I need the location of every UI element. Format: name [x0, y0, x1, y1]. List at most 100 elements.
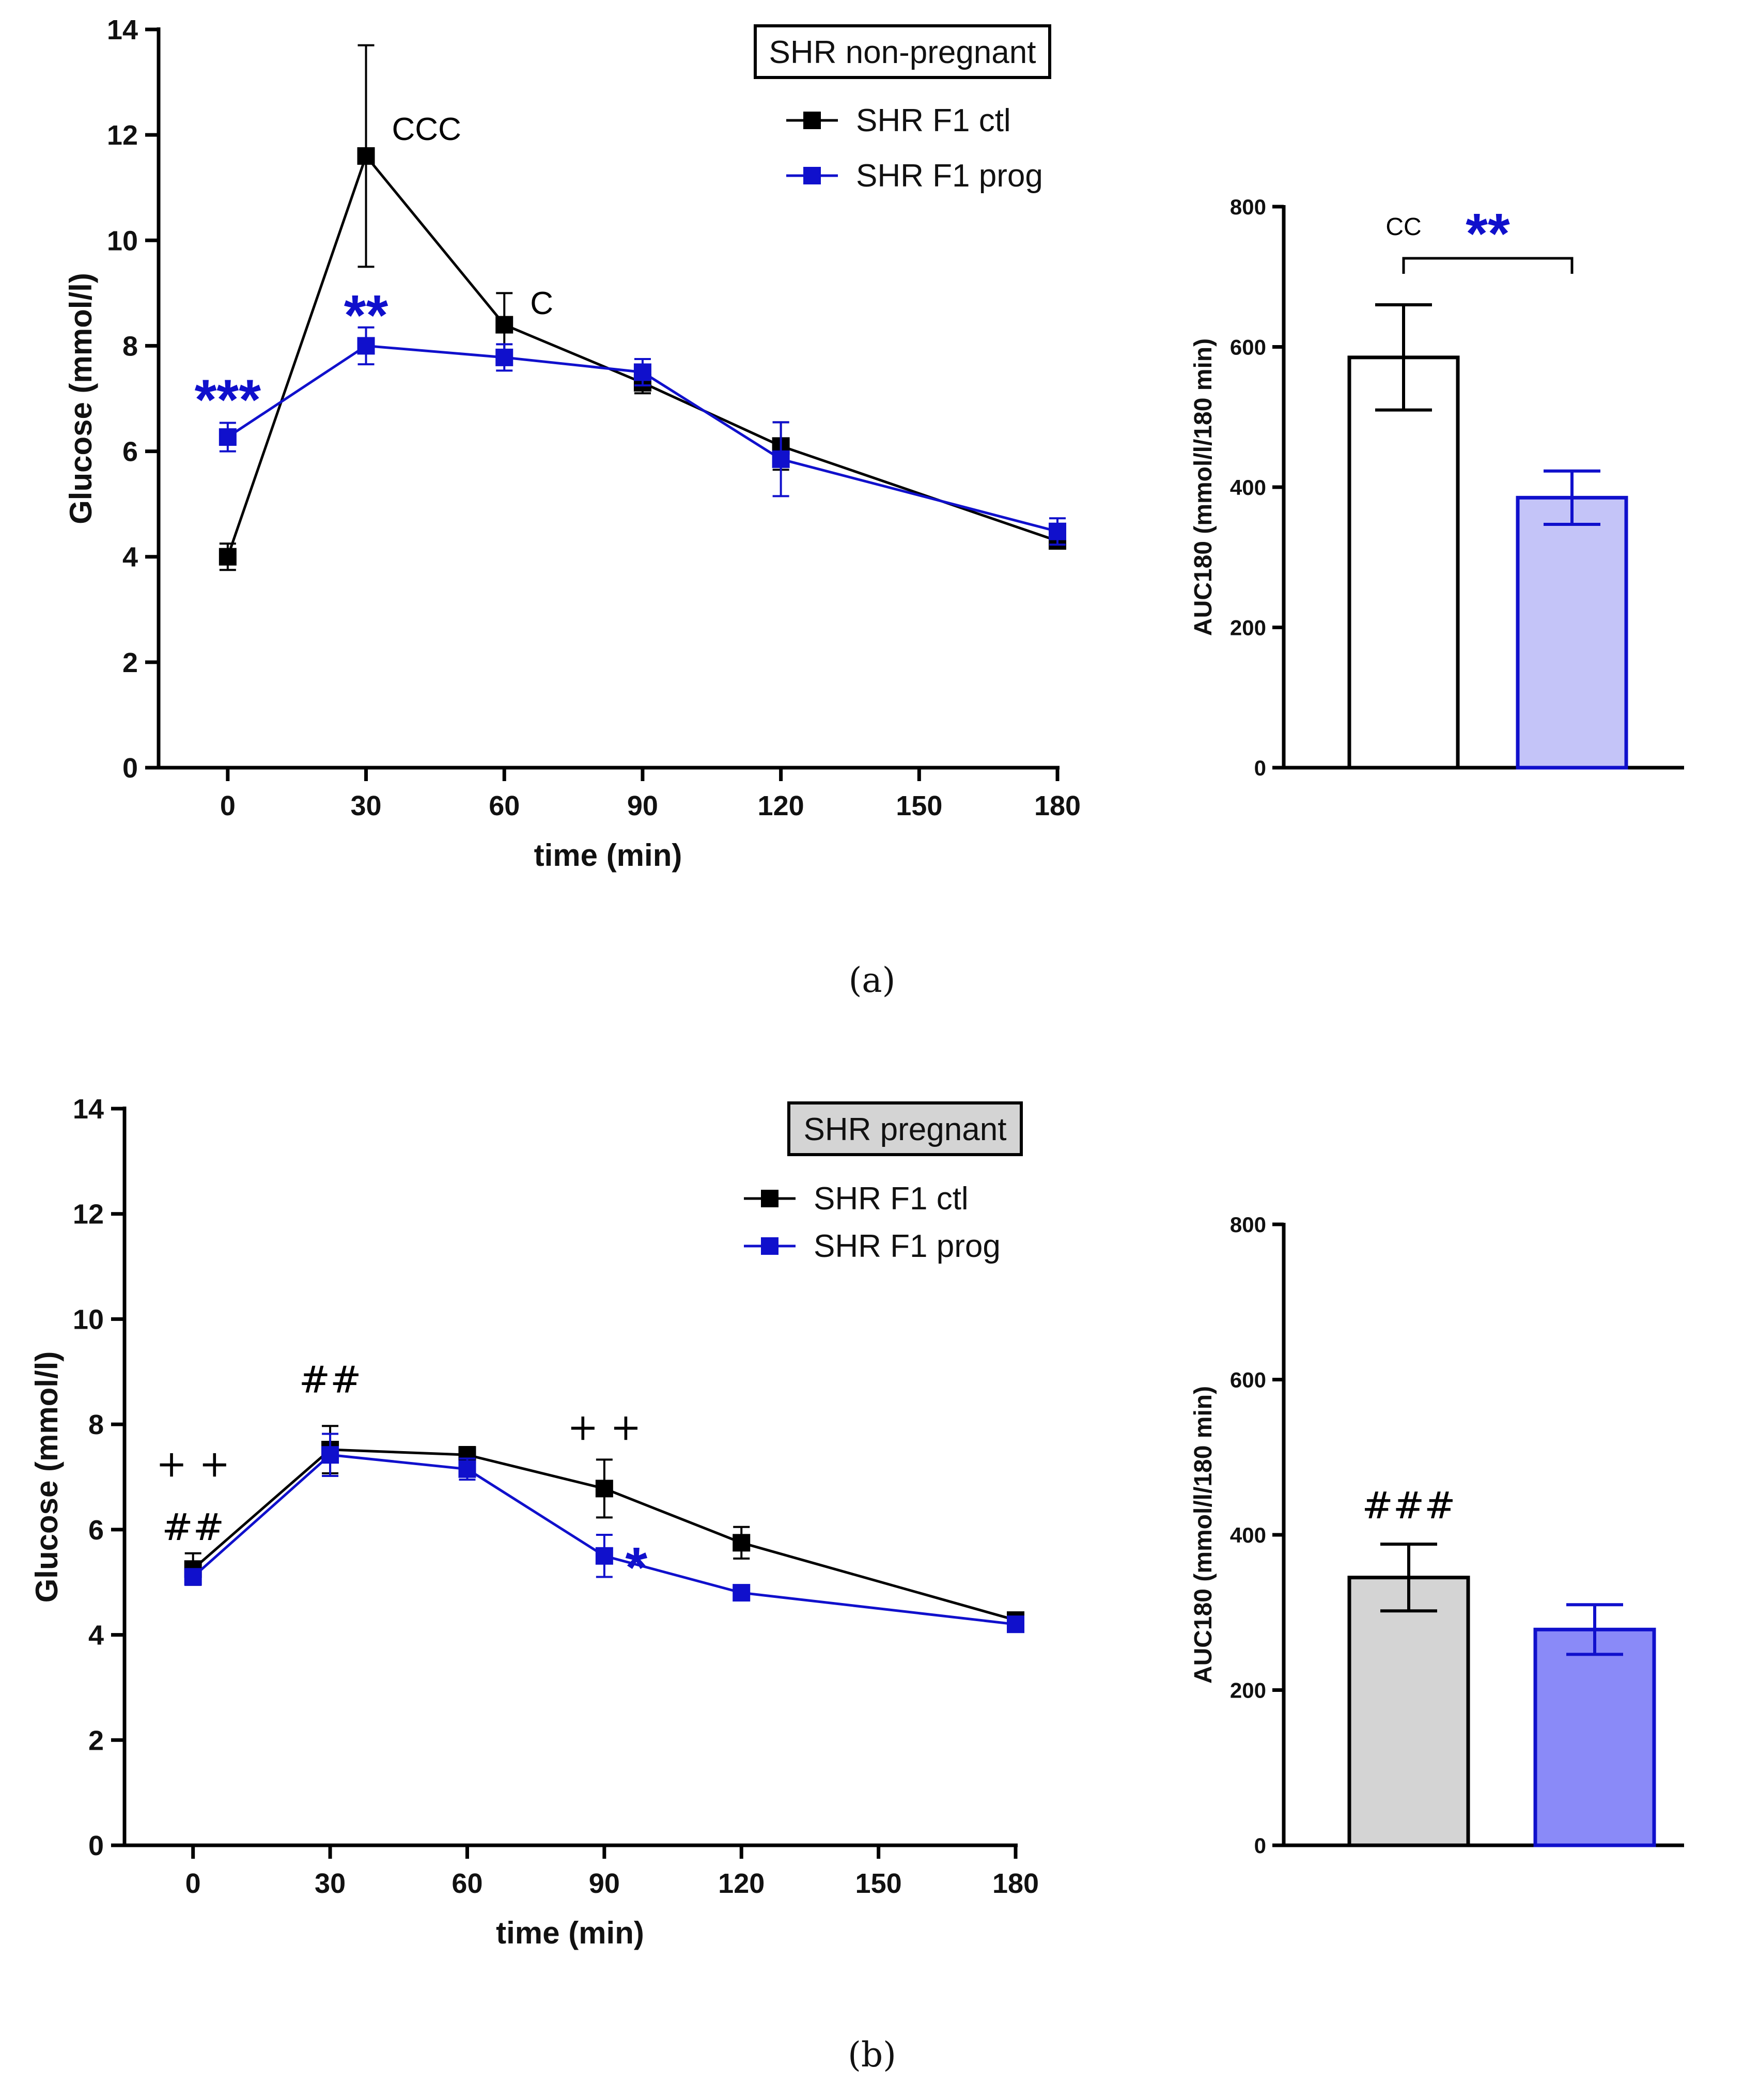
data-point-prog [772, 450, 790, 468]
data-point-prog [595, 1547, 613, 1565]
data-point-prog [184, 1568, 202, 1586]
x-tick-label: 0 [220, 790, 236, 821]
y-tick-label: 6 [122, 437, 138, 468]
bar-prog [1516, 495, 1628, 770]
y-tick-label: 400 [1230, 1523, 1266, 1547]
annotation-label: ## [299, 1358, 362, 1402]
y-axis-title: Glucose (mmol/l) [64, 273, 98, 524]
chart-title: SHR non-pregnant [769, 35, 1036, 70]
y-tick-label: 10 [107, 225, 138, 256]
x-tick-label: 90 [627, 790, 658, 821]
annotation-label: + + [567, 1405, 642, 1449]
x-tick-label: 0 [185, 1868, 201, 1899]
legend-label-ctl: SHR F1 ctl [814, 1181, 969, 1217]
y-tick-label: 10 [73, 1304, 104, 1335]
y-axis-title: Glucose (mmol/l) [29, 1351, 64, 1603]
y-axis-title: AUC180 (mmol/l/180 min) [1190, 1386, 1217, 1684]
data-point-ctl [495, 316, 513, 334]
data-point-prog [357, 337, 375, 355]
annotation-label: ### [1362, 1484, 1456, 1527]
data-point-prog [633, 363, 651, 381]
data-point-prog [458, 1460, 476, 1478]
y-tick-label: 14 [73, 1094, 104, 1125]
data-point-prog [495, 348, 513, 366]
panel-a-line-chart: 0 2 4 6 8 10 12 14 0 30 60 90 120 150 180 time (min) Glu… [64, 14, 1081, 873]
annotation-label: ## [162, 1505, 224, 1549]
legend-marker-prog [803, 167, 821, 184]
y-tick-label: 200 [1230, 616, 1266, 640]
y-tick-label: 12 [107, 120, 138, 151]
y-tick-label: 800 [1230, 195, 1266, 219]
y-tick-label: 6 [88, 1515, 104, 1546]
chart-title: SHR pregnant [804, 1112, 1007, 1147]
panel-label-b: (b) [848, 2035, 896, 2075]
panel-b-line-chart: 0 2 4 6 8 10 12 14 0 30 60 90 120 150 180 time (min) Glu… [29, 1094, 1039, 1950]
x-axis-title: time (min) [534, 838, 682, 873]
annotation-label: C [530, 286, 553, 321]
y-tick-label: 0 [1254, 1833, 1266, 1858]
y-tick-label: 14 [107, 14, 138, 45]
data-point-ctl [595, 1480, 613, 1498]
panel-b-bar-chart: 0 200 400 600 800 AUC180 (mmol/l/180 min) ### [1190, 1212, 1684, 1858]
data-point-ctl [219, 548, 237, 566]
x-tick-label: 180 [1034, 790, 1081, 821]
y-axis-title: AUC180 (mmol/l/180 min) [1190, 338, 1217, 636]
legend-marker-ctl [761, 1190, 778, 1207]
x-tick-label: 30 [315, 1868, 346, 1899]
series-line-ctl [192, 1448, 1016, 1622]
legend-marker-ctl [803, 112, 821, 129]
x-axis-title: time (min) [496, 1916, 644, 1950]
y-tick-label: 0 [1254, 756, 1266, 780]
panel-a-bar-chart: 0 200 400 600 800 AUC180 (mmol/l/180 min) CC ** [1190, 195, 1684, 780]
y-tick-label: 800 [1230, 1212, 1266, 1237]
bar-prog [1533, 1627, 1656, 1847]
data-point-prog [1007, 1615, 1024, 1634]
y-tick-label: 4 [88, 1620, 104, 1651]
annotation-label: + + [156, 1442, 230, 1486]
y-tick-label: 8 [88, 1409, 104, 1440]
legend-label-ctl: SHR F1 ctl [856, 103, 1011, 138]
x-tick-label: 30 [350, 790, 381, 821]
y-tick-label: 0 [88, 1830, 104, 1861]
y-tick-label: 2 [88, 1725, 104, 1756]
x-tick-label: 120 [718, 1868, 765, 1899]
data-point-prog [733, 1584, 751, 1602]
x-tick-label: 90 [589, 1868, 620, 1899]
annotation-label: *** [195, 368, 261, 432]
legend-label-prog: SHR F1 prog [856, 158, 1043, 194]
legend-label-prog: SHR F1 prog [814, 1228, 1001, 1264]
y-tick-label: 600 [1230, 1368, 1266, 1392]
x-tick-label: 150 [896, 790, 942, 821]
data-point-ctl [357, 147, 375, 165]
annotation-label: * [625, 1536, 647, 1599]
annotation-label: CCC [392, 112, 461, 147]
annotation-label: CC [1385, 213, 1421, 241]
x-tick-label: 180 [992, 1868, 1039, 1899]
data-point-ctl [733, 1534, 751, 1552]
y-tick-label: 4 [122, 542, 138, 573]
bar-ctl [1347, 355, 1460, 770]
data-point-prog [219, 428, 237, 446]
x-tick-label: 60 [489, 790, 520, 821]
chart-title-box [787, 1101, 1023, 1156]
y-tick-label: 400 [1230, 475, 1266, 500]
x-tick-label: 150 [855, 1868, 902, 1899]
significance-bracket [1402, 257, 1574, 274]
y-tick-label: 0 [122, 753, 138, 784]
y-tick-label: 8 [122, 331, 138, 362]
y-tick-label: 200 [1230, 1678, 1266, 1703]
bar-ctl [1347, 1576, 1470, 1847]
y-tick-label: 12 [73, 1199, 104, 1230]
annotation-label: ** [1466, 202, 1510, 266]
series-line-prog [227, 344, 1058, 533]
y-tick-label: 600 [1230, 335, 1266, 360]
legend-marker-prog [761, 1237, 778, 1255]
annotation-label: ** [344, 284, 388, 347]
data-point-prog [321, 1446, 339, 1464]
series-line-prog [192, 1453, 1016, 1626]
panel-label-a: (a) [849, 960, 896, 1000]
series-line-ctl [226, 153, 1058, 557]
x-tick-label: 60 [451, 1868, 482, 1899]
x-tick-label: 120 [758, 790, 804, 821]
data-point-prog [1049, 522, 1066, 540]
